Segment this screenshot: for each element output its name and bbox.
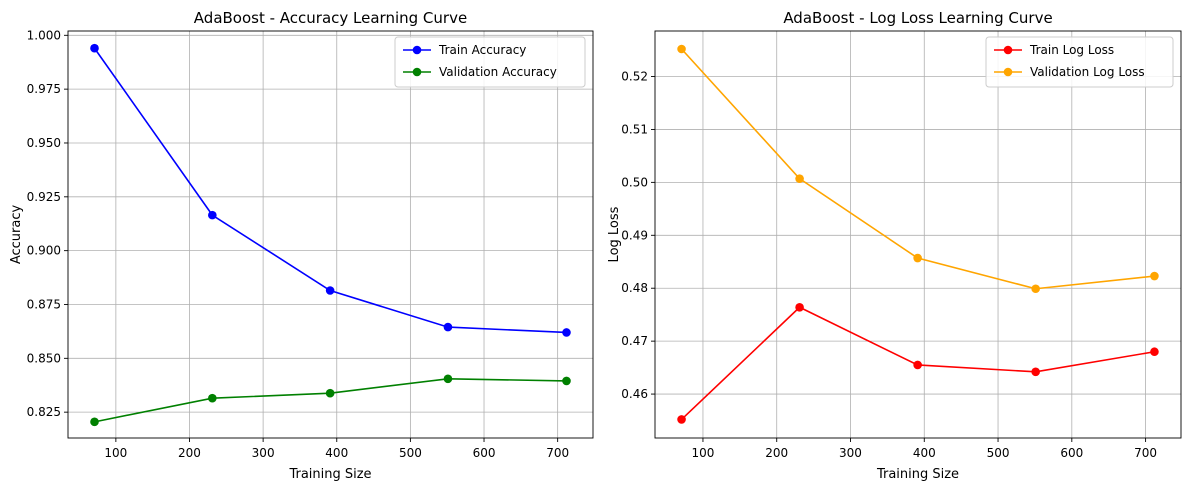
plot-frame — [67, 30, 594, 439]
chart-title: AdaBoost - Log Loss Learning Curve — [783, 9, 1052, 27]
accuracy-chart: AdaBoost - Accuracy Learning Curve Train… — [9, 9, 594, 482]
legend-box — [394, 36, 586, 88]
y-tick-label: 0.49 — [621, 228, 648, 242]
x-tick-label: 200 — [178, 446, 201, 460]
y-axis-label: Accuracy — [9, 205, 24, 265]
y-axis-label: Log Loss — [607, 206, 622, 262]
data-point — [562, 376, 571, 386]
data-point — [90, 43, 99, 53]
series-train-log-loss — [677, 302, 1159, 424]
data-point — [562, 328, 571, 337]
x-tick-label: 500 — [399, 446, 422, 460]
legend-marker — [412, 45, 422, 55]
y-tick-label: 0.47 — [621, 334, 648, 348]
data-point — [1031, 367, 1040, 377]
series-validation-accuracy — [90, 374, 571, 427]
plot-frame — [654, 30, 1182, 439]
x-tick-label: 600 — [1060, 446, 1083, 460]
legend: Train Log Loss Validation Log Loss — [985, 36, 1174, 88]
legend-marker — [412, 67, 422, 77]
x-axis-label: Training Size — [288, 467, 371, 482]
y-tick-label: 0.875 — [27, 297, 61, 311]
y-tick-label: 0.850 — [27, 351, 61, 365]
log-loss-chart: AdaBoost - Log Loss Learning Curve Train… — [607, 9, 1182, 482]
y-tick-label: 1.000 — [27, 28, 61, 42]
y-tick-label: 0.50 — [621, 175, 648, 189]
x-tick-label: 300 — [839, 446, 862, 460]
x-tick-label: 500 — [987, 446, 1010, 460]
x-tick-label: 400 — [913, 446, 936, 460]
data-point — [795, 174, 804, 183]
y-tick-label: 0.975 — [27, 82, 61, 96]
series-train-accuracy — [90, 43, 571, 337]
series-line — [94, 377, 567, 423]
data-point — [1150, 271, 1159, 281]
x-tick-label: 700 — [1134, 446, 1157, 460]
legend-marker — [1003, 45, 1013, 55]
grid — [68, 31, 593, 438]
grid — [655, 31, 1181, 438]
x-axis-label: Training Size — [876, 467, 959, 482]
data-point — [795, 302, 804, 312]
data-point — [677, 44, 686, 54]
y-tick-label: 0.925 — [27, 190, 61, 204]
y-tick-label: 0.46 — [621, 387, 648, 401]
data-point — [325, 286, 335, 295]
data-point — [90, 417, 99, 427]
y-tick-label: 0.825 — [27, 405, 61, 419]
legend-label: Train Accuracy — [438, 43, 526, 57]
data-point — [1150, 347, 1159, 357]
data-point — [325, 388, 335, 398]
data-point — [208, 393, 217, 403]
x-tick-label: 100 — [104, 446, 127, 460]
y-tick-label: 0.51 — [621, 122, 648, 136]
y-tick-label: 0.52 — [621, 70, 648, 84]
y-tick-label: 0.900 — [27, 244, 61, 258]
x-tick-label: 100 — [691, 446, 714, 460]
legend-label: Train Log Loss — [1029, 43, 1114, 57]
legend-box — [985, 36, 1174, 88]
x-tick-label: 700 — [546, 446, 569, 460]
data-point — [443, 322, 453, 332]
legend-label: Validation Accuracy — [439, 65, 557, 79]
x-tick-label: 200 — [765, 446, 788, 460]
series-validation-log-loss — [677, 44, 1159, 294]
y-tick-label: 0.950 — [27, 136, 61, 150]
x-tick-label: 400 — [325, 446, 348, 460]
data-point — [677, 415, 686, 424]
legend-marker — [1003, 67, 1013, 77]
data-point — [913, 360, 922, 370]
legend-label: Validation Log Loss — [1030, 65, 1145, 79]
data-point — [913, 253, 922, 263]
data-point — [1031, 284, 1040, 294]
data-point — [208, 210, 217, 220]
legend: Train Accuracy Validation Accuracy — [394, 36, 586, 88]
x-tick-label: 300 — [252, 446, 275, 460]
data-point — [443, 374, 453, 384]
y-tick-label: 0.48 — [621, 281, 648, 295]
chart-title: AdaBoost - Accuracy Learning Curve — [194, 9, 467, 27]
x-tick-label: 600 — [473, 446, 496, 460]
